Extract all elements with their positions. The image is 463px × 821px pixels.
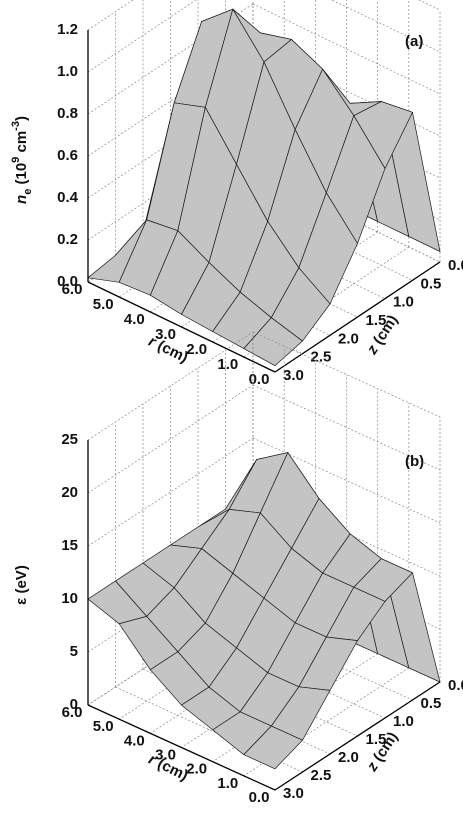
v-tick-label: 20: [61, 484, 78, 501]
r-tick-label: 1.0: [217, 356, 238, 373]
panel-label: (a): [405, 33, 423, 50]
r-axis: [87, 704, 276, 791]
r-tick-label: 4.0: [124, 732, 145, 749]
v-tick-label: 15: [61, 537, 78, 554]
z-tick-label: 0.5: [421, 695, 442, 712]
v-tick-label: 1.0: [57, 63, 78, 80]
panel-label: (b): [405, 453, 424, 470]
label-part: -3: [10, 121, 22, 131]
z-tick-label: 3.0: [283, 785, 304, 802]
r-tick-label: 6.0: [62, 281, 83, 298]
r-tick-label: 5.0: [93, 296, 114, 313]
label-part: n: [13, 195, 30, 204]
r-tick-label: 4.0: [124, 311, 145, 328]
z-tick-label: 2.0: [338, 749, 359, 766]
v-tick-label: 0.0: [57, 273, 78, 290]
z-tick-label: 2.5: [311, 767, 332, 784]
label-part: 9: [10, 157, 22, 163]
r-axis: [87, 281, 276, 373]
r-tick-label: 6.0: [62, 704, 83, 721]
r-tick-label: 3.0: [155, 326, 176, 343]
label-part: e: [22, 189, 34, 195]
v-tick-label: 5: [70, 643, 78, 660]
label-part: cm: [13, 131, 30, 157]
v-axis-label: ε (eV): [13, 565, 30, 605]
r-tick-label: 3.0: [155, 746, 176, 763]
z-tick-label: 1.0: [393, 713, 414, 730]
v-tick-label: 25: [61, 431, 78, 448]
v-tick-label: 0: [70, 696, 78, 713]
z-axis: [274, 681, 441, 791]
z-tick-label: 1.5: [366, 312, 387, 329]
v-tick-label: 10: [61, 590, 78, 607]
v-axis-label: ne (109 cm-3): [10, 116, 34, 204]
z-tick-label: 1.0: [393, 294, 414, 311]
grid-line: [87, 0, 134, 31]
label-part: (10: [13, 163, 30, 189]
z-tick-label: 0.5: [421, 275, 442, 292]
label-part: ε (eV): [13, 565, 30, 605]
z-tick-label: 2.5: [311, 349, 332, 366]
v-tick-label: 0.6: [57, 147, 78, 164]
v-tick-label: 0.4: [57, 189, 79, 206]
r-tick-label: 5.0: [93, 718, 114, 735]
v-tick-label: 1.2: [57, 21, 78, 38]
label-part: ): [13, 116, 30, 121]
surface-patch: [243, 725, 304, 770]
z-tick-label: 3.0: [283, 367, 304, 384]
r-tick-label: 0.0: [249, 371, 270, 388]
r-tick-label: 2.0: [186, 761, 207, 778]
grid-line: [197, 208, 386, 299]
z-tick-label: 0.0: [448, 257, 463, 274]
r-tick-label: 1.0: [217, 775, 238, 792]
z-tick-label: 1.5: [366, 731, 387, 748]
z-tick-label: 0.0: [448, 677, 463, 694]
r-tick-label: 0.0: [249, 789, 270, 806]
v-tick-label: 0.2: [57, 231, 78, 248]
v-tick-label: 0.8: [57, 105, 78, 122]
z-axis: [274, 261, 441, 373]
r-tick-label: 2.0: [186, 341, 207, 358]
grid-line: [87, 437, 254, 547]
z-tick-label: 2.0: [338, 330, 359, 347]
